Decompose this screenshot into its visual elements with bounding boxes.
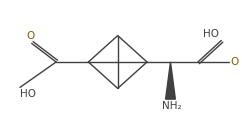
Text: HO: HO (20, 89, 36, 99)
Text: NH₂: NH₂ (162, 101, 181, 111)
Polygon shape (166, 62, 175, 99)
Text: O: O (27, 31, 35, 41)
Text: HO: HO (203, 29, 219, 38)
Text: O: O (230, 57, 238, 67)
